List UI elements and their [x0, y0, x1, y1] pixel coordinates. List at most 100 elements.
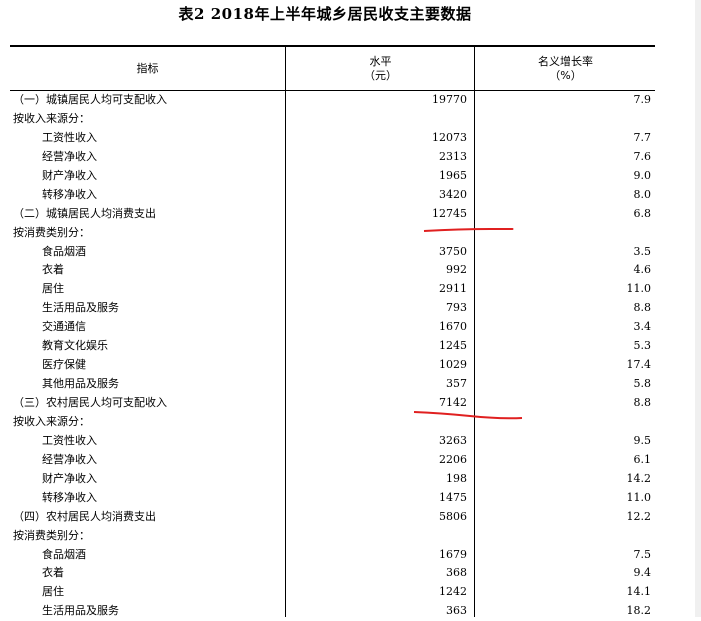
row-growth-rate: 7.6: [633, 149, 652, 163]
row-label: （一）城镇居民人均可支配收入: [13, 93, 167, 106]
row-level-value: 2911: [439, 282, 467, 296]
row-level-value: 368: [446, 566, 467, 580]
table-row: 经营净收入 2206 6.1: [10, 451, 655, 470]
row-level-value: 1245: [439, 339, 467, 353]
row-level-value: 357: [446, 377, 467, 391]
table-row: 衣着 368 9.4: [10, 564, 655, 583]
header-level-line2: （元）: [364, 68, 397, 82]
row-label: 经营净收入: [42, 149, 97, 163]
row-level-value: 12073: [432, 130, 467, 144]
table-row: （一）城镇居民人均可支配收入 19770 7.9: [10, 91, 655, 110]
row-label: 按收入来源分：: [13, 414, 90, 428]
row-growth-rate: 12.2: [626, 509, 652, 523]
row-growth-rate: 5.8: [633, 377, 652, 391]
row-growth-rate: 3.4: [633, 320, 652, 334]
row-label: 居住: [42, 585, 64, 599]
row-level-value: 12745: [432, 206, 467, 220]
row-growth-rate: 7.9: [633, 93, 652, 106]
table-row: 生活用品及服务 363 18.2: [10, 602, 655, 621]
row-label: 财产净收入: [42, 168, 97, 182]
row-growth-rate: 5.3: [633, 339, 652, 353]
row-growth-rate: 11.0: [626, 490, 652, 504]
table-body: （一）城镇居民人均可支配收入 19770 7.9 按收入来源分： 工资性收入 12073 7…: [10, 91, 655, 621]
row-level-value: 7142: [439, 396, 467, 409]
table-row: 经营净收入 2313 7.6: [10, 148, 655, 167]
row-growth-rate: 17.4: [626, 358, 652, 372]
table-row: 生活用品及服务 793 8.8: [10, 299, 655, 318]
table-row: 财产净收入 198 14.2: [10, 470, 655, 489]
row-label: 医疗保健: [42, 358, 86, 372]
header-growth-line2: （%）: [549, 68, 582, 82]
table-row: 工资性收入 3263 9.5: [10, 432, 655, 451]
row-growth-rate: 7.7: [633, 130, 652, 144]
row-level-value: 1029: [439, 358, 467, 372]
table-row: 转移净收入 1475 11.0: [10, 489, 655, 508]
row-label: 衣着: [42, 566, 64, 580]
data-table: 指标 水平 （元） 名义增长率 （%） （一）城镇居民人均可支配收入 19770 7…: [10, 45, 655, 621]
row-level-value: 198: [446, 471, 467, 485]
row-level-value: 19770: [432, 93, 467, 106]
row-level-value: 2206: [439, 452, 467, 466]
row-label: （二）城镇居民人均消费支出: [13, 206, 156, 220]
row-level-value: 1965: [439, 168, 467, 182]
row-growth-rate: 14.1: [626, 585, 652, 599]
row-level-value: 992: [446, 263, 467, 277]
column-divider: [285, 91, 286, 617]
row-label: 按消费类别分：: [13, 528, 90, 542]
row-growth-rate: 11.0: [626, 282, 652, 296]
row-growth-rate: 9.5: [633, 433, 652, 447]
header-growth-line1: 名义增长率: [538, 54, 593, 68]
table-row: 食品烟酒 1679 7.5: [10, 546, 655, 565]
row-level-value: 2313: [439, 149, 467, 163]
row-label: 食品烟酒: [42, 244, 86, 258]
row-growth-rate: 8.8: [633, 301, 652, 315]
row-growth-rate: 3.5: [633, 244, 652, 258]
row-level-value: 3420: [439, 187, 467, 201]
row-growth-rate: 4.6: [633, 263, 652, 277]
table-row: 其他用品及服务 357 5.8: [10, 375, 655, 394]
row-level-value: 5806: [439, 509, 467, 523]
row-label: 交通通信: [42, 320, 86, 334]
row-level-value: 1475: [439, 490, 467, 504]
header-level: 水平 （元）: [285, 47, 475, 90]
row-label: 生活用品及服务: [42, 604, 119, 618]
header-level-line1: 水平: [369, 54, 392, 68]
table-row: （四）农村居民人均消费支出 5806 12.2: [10, 508, 655, 527]
row-growth-rate: 9.4: [633, 566, 652, 580]
page-edge: [695, 0, 701, 617]
table-row: 工资性收入 12073 7.7: [10, 129, 655, 148]
table-title: 表2 2018年上半年城乡居民收支主要数据: [178, 5, 472, 23]
row-growth-rate: 8.8: [633, 396, 652, 409]
row-label: 衣着: [42, 263, 64, 277]
row-label: 工资性收入: [42, 130, 97, 144]
row-label: 食品烟酒: [42, 547, 86, 561]
row-label: 教育文化娱乐: [42, 339, 108, 353]
table-row: 食品烟酒 3750 3.5: [10, 243, 655, 262]
row-label: 经营净收入: [42, 452, 97, 466]
row-growth-rate: 8.0: [633, 187, 652, 201]
row-label: 财产净收入: [42, 471, 97, 485]
row-label: 按收入来源分：: [13, 111, 90, 125]
table-row: 医疗保健 1029 17.4: [10, 356, 655, 375]
row-growth-rate: 9.0: [633, 168, 652, 182]
red-underline-mark: [413, 411, 523, 420]
row-label: 居住: [42, 282, 64, 296]
row-level-value: 1670: [439, 320, 467, 334]
row-level-value: 3263: [439, 433, 467, 447]
row-level-value: 363: [446, 604, 467, 618]
red-underline-mark: [423, 227, 514, 232]
table-row: 按消费类别分：: [10, 224, 655, 243]
row-label: 转移净收入: [42, 490, 97, 504]
row-level-value: 1242: [439, 585, 467, 599]
table-row: 居住 1242 14.1: [10, 583, 655, 602]
table-row: 教育文化娱乐 1245 5.3: [10, 337, 655, 356]
row-label: （四）农村居民人均消费支出: [13, 509, 156, 523]
header-growth: 名义增长率 （%）: [474, 47, 656, 90]
header-indicator: 指标: [10, 47, 285, 90]
row-level-value: 1679: [439, 547, 467, 561]
row-label: 转移净收入: [42, 187, 97, 201]
table-row: 财产净收入 1965 9.0: [10, 167, 655, 186]
row-level-value: 793: [446, 301, 467, 315]
row-label: （三）农村居民人均可支配收入: [13, 396, 167, 409]
